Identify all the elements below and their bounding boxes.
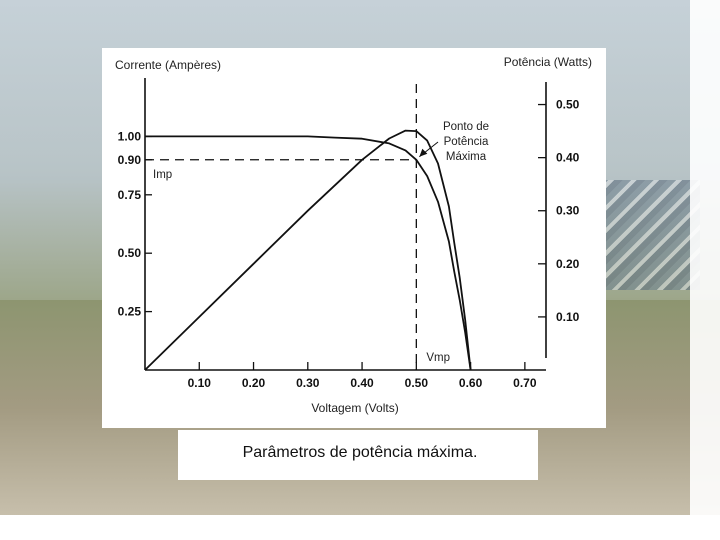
y-left-tick-label-2: 0.75: [118, 188, 142, 202]
background-right-edge: [690, 0, 720, 540]
x-tick-label-5: 0.60: [459, 376, 483, 390]
y-left-tick-label-3: 0.50: [118, 246, 142, 260]
annotation-line-0: Ponto de: [443, 121, 489, 133]
x-tick-label-6: 0.70: [513, 376, 537, 390]
background-solar-panel: [600, 180, 700, 290]
y-right-tick-label-1: 0.40: [556, 151, 580, 165]
x-axis-title: Voltagem (Volts): [311, 401, 398, 415]
x-tick-label-3: 0.40: [350, 376, 374, 390]
power-curve: [144, 129, 472, 371]
x-tick-label-2: 0.30: [296, 376, 320, 390]
x-tick-label-1: 0.20: [242, 376, 266, 390]
y-left-tick-label-0: 1.00: [118, 129, 142, 143]
y-right-axis-title: Potência (Watts): [504, 55, 592, 69]
y-right-tick-label-2: 0.30: [556, 204, 580, 218]
x-tick-label-4: 0.50: [405, 376, 429, 390]
chart-card: [102, 48, 606, 428]
y-left-tick-label-1: 0.90: [118, 153, 142, 167]
x-tick-label-0: 0.10: [188, 376, 212, 390]
vmp-label: Vmp: [426, 352, 450, 364]
y-right-tick-label-4: 0.10: [556, 310, 580, 324]
y-left-tick-label-4: 0.25: [118, 305, 142, 319]
annotation-line-1: Potência: [444, 136, 489, 148]
current-curve: [145, 135, 472, 371]
annotation-arrowhead: [419, 148, 428, 157]
annotation-line-2: Máxima: [446, 151, 487, 163]
y-right-tick-label-0: 0.50: [556, 98, 580, 112]
y-right-tick-label-3: 0.20: [556, 257, 580, 271]
background-bottom-strip: [0, 515, 720, 540]
y-left-axis-title: Corrente (Ampères): [115, 58, 221, 72]
imp-label: Imp: [153, 169, 172, 181]
figure-caption: Parâmetros de potência máxima.: [242, 444, 478, 461]
caption-box: [178, 430, 538, 480]
